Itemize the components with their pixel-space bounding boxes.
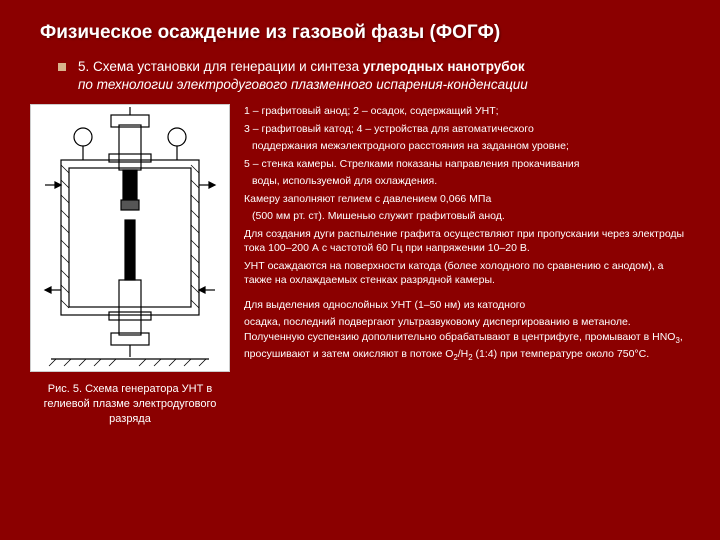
legend-line: поддержания межэлектродного расстояния н…: [252, 139, 690, 153]
figure-schematic: [30, 104, 230, 372]
figure-caption: Рис. 5. Схема генератора УНТ в гелиевой …: [30, 382, 230, 427]
subtitle-plain: 5. Схема установки для генерации и синте…: [78, 59, 363, 74]
bullet-icon: [58, 63, 66, 71]
subtitle-row: 5. Схема установки для генерации и синте…: [58, 58, 690, 94]
legend-line: воды, используемой для охлаждения.: [252, 174, 690, 188]
subtitle-text: 5. Схема установки для генерации и синте…: [78, 58, 528, 94]
page-title: Физическое осаждение из газовой фазы (ФО…: [40, 22, 690, 44]
body-text: 1 – графитовый анод; 2 – осадок, содержа…: [244, 104, 690, 427]
body-para: Камеру заполняют гелием с давлением 0,06…: [244, 192, 690, 206]
body-para: осадка, последний подвергают ультразвуко…: [244, 315, 690, 363]
body-text-frag: осадка, последний подвергают ультразвуко…: [244, 316, 675, 342]
body-text-frag: /H: [458, 348, 469, 360]
body-para: (500 мм рт. ст). Мишенью служит графитов…: [252, 209, 690, 223]
legend-line: 1 – графитовый анод; 2 – осадок, содержа…: [244, 104, 690, 118]
body-text-frag: (1:4) при температуре около 750°С.: [473, 348, 650, 360]
legend-line: 5 – стенка камеры. Стрелками показаны на…: [244, 157, 690, 171]
legend-line: 3 – графитовый катод; 4 – устройства для…: [244, 122, 690, 136]
body-para: Для создания дуги распыление графита осу…: [244, 227, 690, 256]
subtitle-bold: углеродных нанотрубок: [363, 59, 525, 74]
subtitle-italic: по технологии электродугового плазменног…: [78, 77, 528, 92]
body-para: Для выделения однослойных УНТ (1–50 нм) …: [244, 298, 690, 312]
body-para: УНТ осаждаются на поверхности катода (бо…: [244, 259, 690, 288]
